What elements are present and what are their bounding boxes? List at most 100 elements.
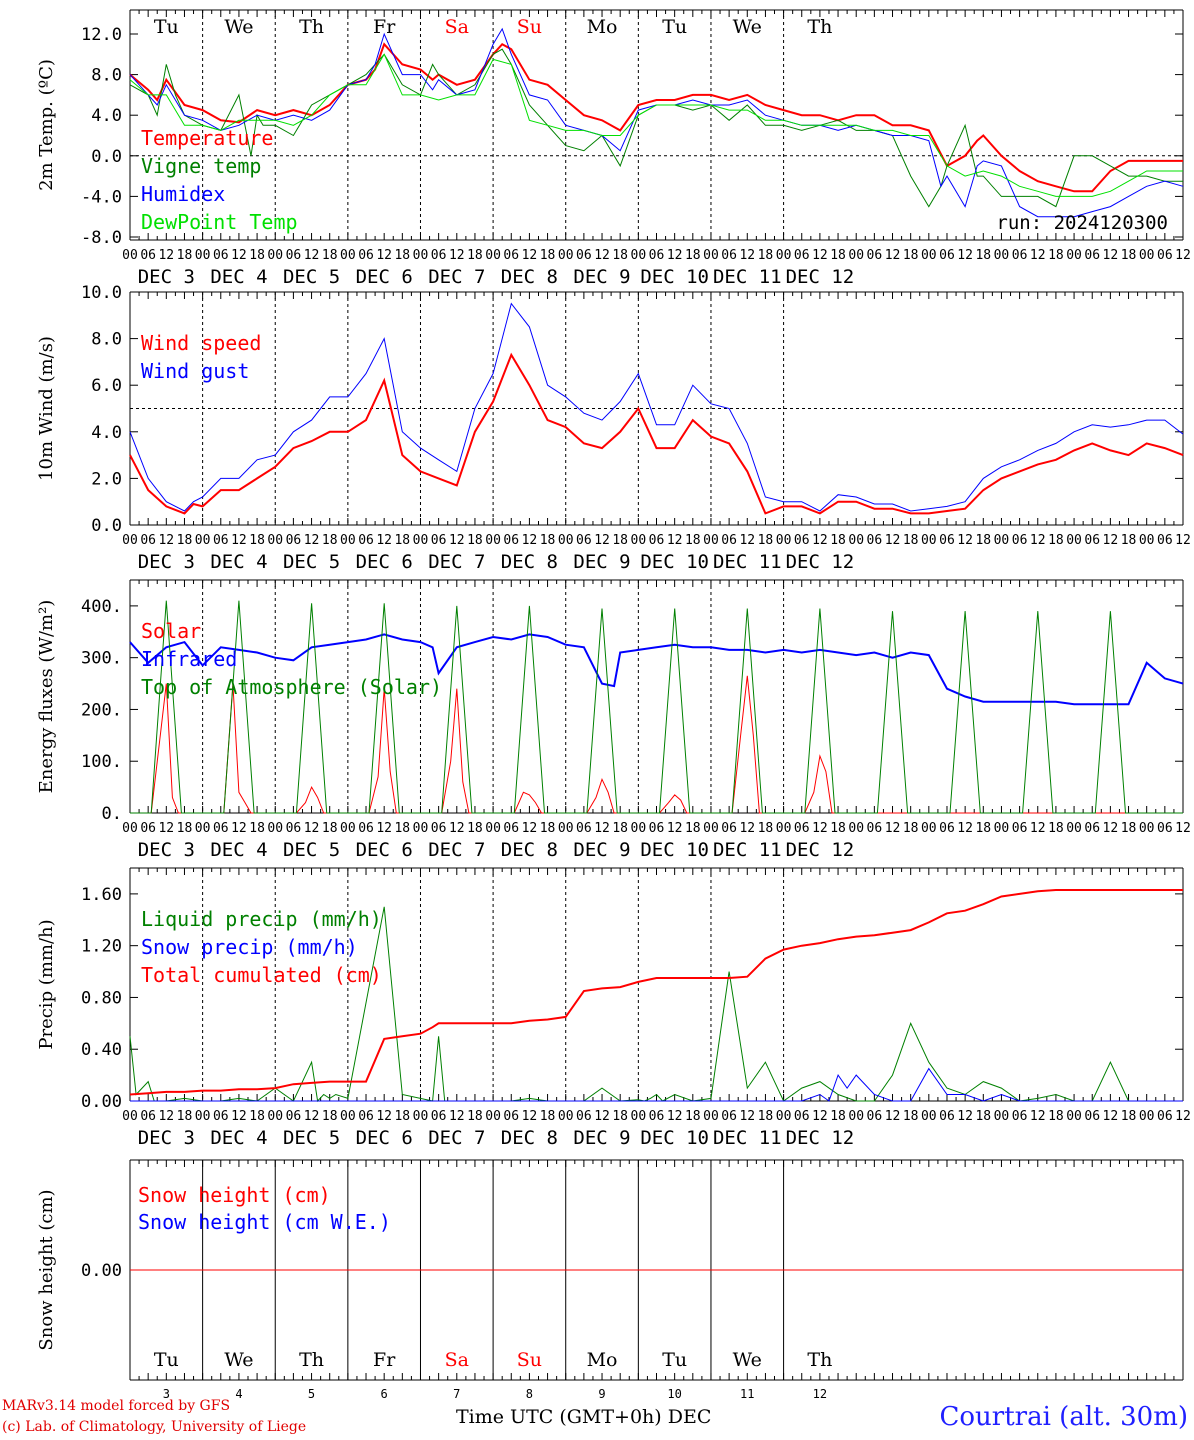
hour-label: 06 (1012, 821, 1028, 836)
hour-label: 00 (848, 1109, 864, 1124)
date-label: DEC 12 (786, 1127, 855, 1149)
hour-label: 18 (975, 248, 991, 263)
legend-entry: Wind gust (141, 359, 249, 383)
date-label: DEC 3 (138, 266, 195, 288)
hour-label: 12 (1175, 533, 1191, 548)
hour-label: 06 (213, 248, 229, 263)
y-tick-label: 0.00 (81, 1092, 122, 1112)
legend-entry: Snow height (cm W.E.) (138, 1210, 391, 1234)
hour-label: 06 (939, 821, 955, 836)
hour-label: 12 (304, 1109, 320, 1124)
hour-label: 12 (957, 248, 973, 263)
hour-label: 00 (631, 821, 647, 836)
series-line-dewpoint-temp (129, 53, 1183, 197)
hour-label: 00 (1139, 248, 1155, 263)
y-tick-label: 0.40 (81, 1040, 122, 1060)
hour-label: 06 (1084, 1109, 1100, 1124)
hour-label: 00 (994, 1109, 1010, 1124)
y-tick-label: -4.0 (81, 187, 122, 207)
hour-label: 00 (340, 248, 356, 263)
legend-entry: Liquid precip (mm/h) (141, 907, 382, 931)
hour-label: 06 (213, 1109, 229, 1124)
y-tick-label: 200. (81, 700, 122, 720)
hour-label: 18 (177, 1109, 193, 1124)
hour-label: 00 (195, 821, 211, 836)
hour-label: 12 (667, 821, 683, 836)
hour-label: 18 (540, 248, 556, 263)
date-label: DEC 4 (210, 266, 267, 288)
date-number: 8 (526, 1387, 533, 1401)
date-label: DEC 9 (573, 839, 630, 861)
hour-label: 00 (340, 821, 356, 836)
day-label: Th (299, 16, 324, 38)
hour-label: 00 (413, 1109, 429, 1124)
hour-label: 06 (140, 1109, 156, 1124)
hour-label: 00 (413, 533, 429, 548)
hour-label: 00 (267, 1109, 283, 1124)
hour-label: 06 (431, 533, 447, 548)
y-axis-label: Snow height (cm) (36, 1189, 57, 1350)
day-label: Th (807, 1349, 832, 1371)
hour-label: 12 (449, 821, 465, 836)
hour-label: 18 (758, 1109, 774, 1124)
hour-label: 18 (1048, 1109, 1064, 1124)
date-label: DEC 11 (713, 266, 782, 288)
hour-label: 12 (812, 533, 828, 548)
hour-label: 18 (1121, 821, 1137, 836)
hour-label: 12 (739, 1109, 755, 1124)
hour-label: 00 (122, 821, 138, 836)
hour-label: 00 (921, 821, 937, 836)
hour-label: 00 (994, 248, 1010, 263)
hour-label: 12 (739, 821, 755, 836)
date-number: 10 (667, 1387, 681, 1401)
hour-label: 12 (1103, 533, 1119, 548)
hour-label: 00 (1139, 1109, 1155, 1124)
hour-label: 12 (376, 248, 392, 263)
hour-label: 18 (685, 1109, 701, 1124)
hour-label: 18 (612, 821, 628, 836)
hour-label: 00 (848, 533, 864, 548)
hour-label: 12 (1175, 821, 1191, 836)
panel-5 (129, 1159, 1184, 1381)
hour-label: 18 (612, 1109, 628, 1124)
day-label: Tu (662, 1349, 687, 1371)
date-label: DEC 3 (138, 1127, 195, 1149)
date-label: DEC 6 (356, 839, 413, 861)
hour-label: 00 (703, 533, 719, 548)
date-label: DEC 8 (501, 551, 558, 573)
date-label: DEC 12 (786, 266, 855, 288)
hour-label: 18 (685, 248, 701, 263)
date-number: 4 (235, 1387, 242, 1401)
hour-label: 12 (1030, 533, 1046, 548)
hour-label: 12 (885, 1109, 901, 1124)
hour-label: 18 (975, 1109, 991, 1124)
hour-label: 18 (467, 248, 483, 263)
hour-label: 06 (358, 821, 374, 836)
panel-1 (129, 9, 1184, 241)
date-label: DEC 10 (640, 1127, 709, 1149)
hour-label: 12 (594, 248, 610, 263)
hour-label: 12 (667, 248, 683, 263)
hour-label: 00 (776, 533, 792, 548)
hour-label: 00 (848, 248, 864, 263)
panel-4 (129, 867, 1184, 1103)
hour-label: 18 (975, 533, 991, 548)
hour-label: 12 (1030, 821, 1046, 836)
hour-label: 06 (503, 1109, 519, 1124)
hour-label: 00 (703, 821, 719, 836)
y-tick-label: 10.0 (81, 283, 122, 303)
hour-label: 06 (1157, 533, 1173, 548)
hour-label: 06 (867, 533, 883, 548)
legend-entry: Vigne temp (141, 154, 261, 178)
hour-label: 00 (413, 821, 429, 836)
hour-label: 00 (267, 821, 283, 836)
hour-label: 12 (304, 248, 320, 263)
hour-label: 12 (158, 821, 174, 836)
hour-label: 00 (122, 533, 138, 548)
date-label: DEC 7 (428, 1127, 485, 1149)
hour-label: 00 (267, 533, 283, 548)
hour-label: 18 (830, 1109, 846, 1124)
hour-label: 00 (921, 1109, 937, 1124)
date-label: DEC 4 (210, 551, 267, 573)
hour-label: 00 (703, 1109, 719, 1124)
